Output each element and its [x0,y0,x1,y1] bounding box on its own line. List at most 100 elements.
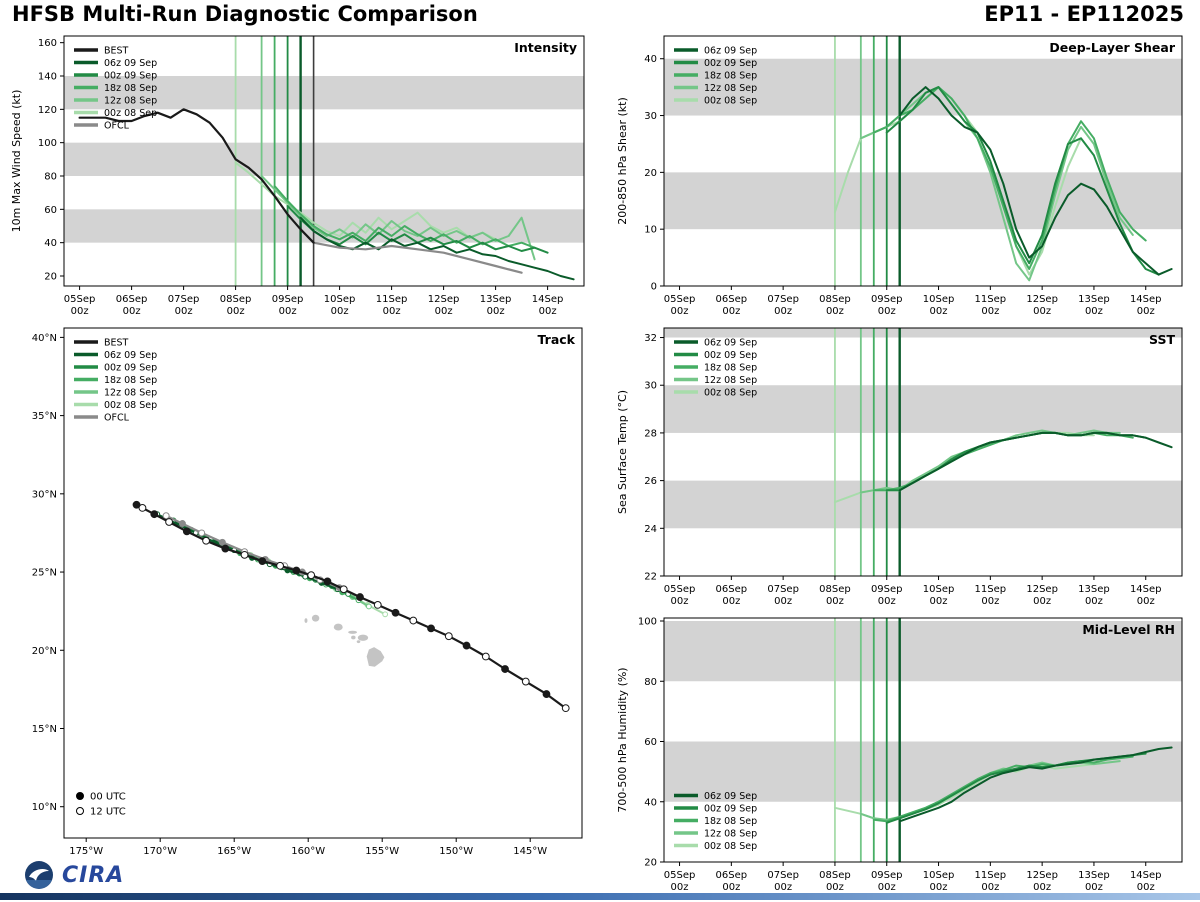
x-tick-label2: 00z [331,306,349,317]
cira-logo: CIRA [62,862,125,888]
x-tick-label: 150°W [439,846,473,857]
x-tick-label2: 00z [826,596,844,607]
y-tick-label: 100 [638,617,657,628]
x-tick-label2: 00z [1137,306,1155,317]
x-tick-label: 07Sep [168,294,200,305]
x-tick-label2: 00z [1085,596,1103,607]
y-tick-label: 40°N [32,333,57,344]
series-line [312,241,523,274]
y-tick-label: 20 [644,168,657,179]
y-tick-label: 140 [38,72,57,83]
y-tick-label: 28 [644,428,657,439]
track-point [339,585,348,594]
intensity-ylabel: 10m Max Wind Speed (kt) [10,90,23,233]
series-line [872,755,1134,823]
x-tick-label: 155°W [365,846,399,857]
track-point [561,704,570,713]
x-tick-label2: 00z [722,882,740,893]
legend-label: BEST [104,338,129,349]
legend-label: 00z 08 Sep [104,108,157,119]
intensity-title: Intensity [514,40,577,55]
x-tick-label: 08Sep [819,584,851,595]
track-point [198,529,206,537]
series-line [885,86,1160,276]
x-tick-label: 07Sep [767,584,799,595]
legend-label: 06z 09 Sep [104,350,157,361]
x-tick-label: 09Sep [871,294,903,305]
y-tick-label: 32 [644,333,657,344]
x-tick-label2: 00z [1137,596,1155,607]
island-shape [366,647,385,667]
x-tick-label: 170°W [143,846,177,857]
legend-label: OFCL [104,413,130,424]
track-point [258,557,267,565]
track-point [391,608,400,617]
shear-ylabel: 200-850 hPa Shear (kt) [616,97,629,225]
x-tick-label2: 00z [774,596,792,607]
track-point [240,550,249,559]
marker-legend-label: 12 UTC [90,807,126,818]
x-tick-label2: 00z [671,306,689,317]
series-line [898,746,1173,823]
x-tick-label: 10Sep [923,294,955,305]
track-point [162,512,170,520]
y-tick-label: 80 [644,677,657,688]
legend-label: 18z 08 Sep [704,71,757,82]
x-tick-label: 05Sep [664,870,696,881]
y-tick-label: 30°N [32,489,57,500]
y-tick-label: 40 [44,238,57,249]
island-shape [304,618,308,623]
legend-label: 06z 09 Sep [704,791,757,802]
track-point [409,616,418,625]
x-tick-label2: 00z [981,882,999,893]
track-point [356,593,364,601]
x-tick-label: 10Sep [324,294,356,305]
y-tick-label: 60 [44,205,57,216]
x-tick-label: 13Sep [1078,870,1110,881]
x-tick-label2: 00z [671,596,689,607]
x-tick-label: 13Sep [480,294,512,305]
legend-label: 00z 09 Sep [104,363,157,374]
y-tick-label: 20 [44,272,57,283]
x-tick-label: 08Sep [220,294,252,305]
x-tick-label2: 00z [487,306,505,317]
x-tick-label2: 00z [1085,882,1103,893]
y-tick-label: 30 [644,111,657,122]
track-point [276,561,284,570]
island-shape [348,630,358,634]
track-point [427,624,435,633]
y-tick-label: 20°N [32,646,57,657]
legend-label: 06z 09 Sep [104,58,157,69]
track-point [292,566,301,575]
x-tick-label2: 00z [1137,882,1155,893]
legend-label: 12z 08 Sep [104,96,157,107]
track-point [373,601,382,609]
island-shape [311,614,320,622]
x-tick-label: 11Sep [975,294,1007,305]
x-tick-label2: 00z [930,882,948,893]
x-tick-label: 13Sep [1078,294,1110,305]
x-tick-label: 09Sep [871,870,903,881]
legend-label: 06z 09 Sep [704,338,757,349]
x-tick-label2: 00z [435,306,453,317]
x-tick-label2: 00z [1033,596,1051,607]
x-tick-label2: 00z [539,306,557,317]
legend-label: 00z 09 Sep [704,350,757,361]
x-tick-label2: 00z [930,596,948,607]
sst-panel: 05Sep 00z 06Sep 00z 07Sep 00z 08Sep 00z 09Sep 00z… [612,322,1194,612]
shear-title: Deep-Layer Shear [1049,40,1175,55]
rh-panel: 05Sep 00z 06Sep 00z 07Sep 00z 08Sep 00z 09Sep 00z… [612,612,1194,898]
y-tick-label: 100 [38,138,57,149]
y-tick-label: 22 [644,572,657,583]
track-point [165,518,173,526]
marker-legend-symbol [76,792,84,800]
x-tick-label: 14Sep [1130,870,1162,881]
y-tick-label: 80 [44,172,57,183]
footer-logos: CIRA [24,860,124,890]
legend-label: 00z 08 Sep [704,96,757,107]
legend-label: 00z 08 Sep [704,841,757,852]
track-point [542,690,551,698]
legend-label: 18z 08 Sep [104,375,157,386]
series-line [898,431,1173,492]
x-tick-label: 06Sep [116,294,148,305]
